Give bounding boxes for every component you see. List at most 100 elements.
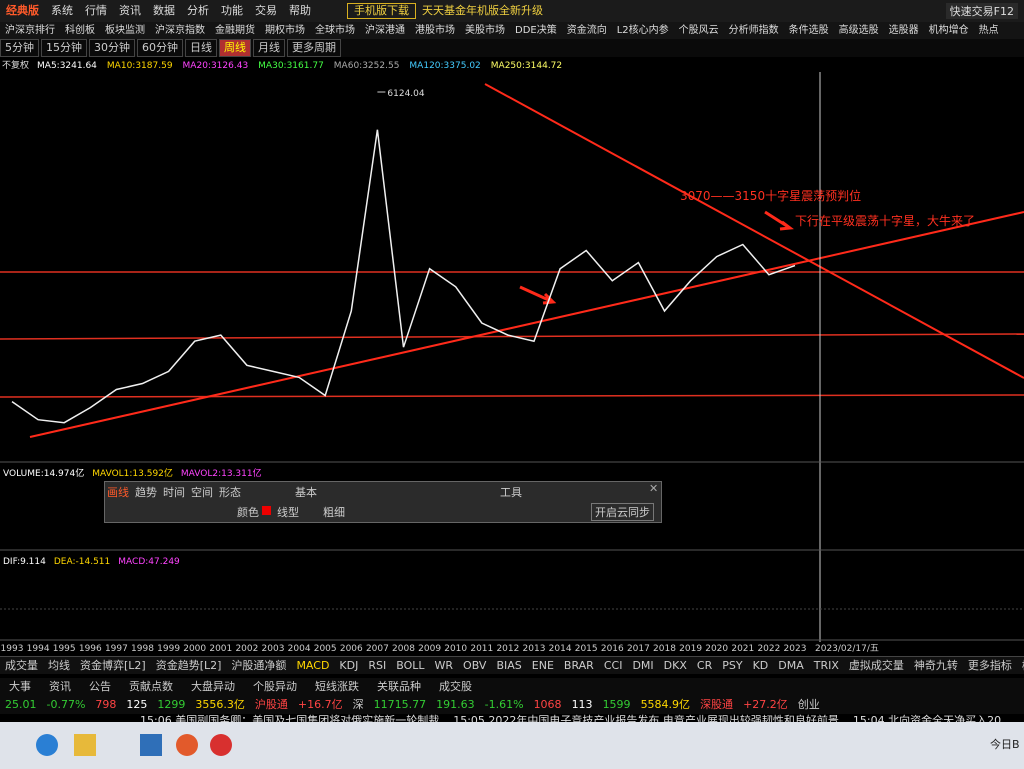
indicator-tab[interactable]: 沪股通净额: [231, 659, 287, 672]
menu-item[interactable]: 行情: [85, 4, 107, 17]
nav-item[interactable]: 全球市场: [315, 25, 355, 36]
menu-item[interactable]: 数据: [153, 4, 175, 17]
menu-item[interactable]: 分析: [187, 4, 209, 17]
indicator-tab[interactable]: DKX: [663, 659, 687, 672]
nav-item[interactable]: 沪深港通: [365, 25, 405, 36]
menu-item[interactable]: 帮助: [289, 4, 311, 17]
period-button[interactable]: 5分钟: [0, 39, 39, 57]
period-button[interactable]: 周线: [219, 39, 251, 57]
nav-item[interactable]: L2核心内参: [616, 25, 669, 36]
toolbox-tab[interactable]: 时间: [163, 486, 185, 499]
indicator-tab[interactable]: RSI: [368, 659, 387, 672]
toolbox-tab[interactable]: 趋势: [135, 486, 157, 499]
promo[interactable]: 天天基金年机版全新升级: [422, 4, 543, 17]
year-label: 2020: [705, 644, 728, 654]
nav-item[interactable]: 高级选股: [838, 25, 879, 36]
year-label: 2013: [523, 644, 546, 654]
period-button[interactable]: 更多周期: [287, 39, 341, 57]
indicator-tab[interactable]: CR: [696, 659, 713, 672]
status-tab[interactable]: 贡献点数: [129, 680, 173, 693]
status-tab[interactable]: 关联品种: [377, 680, 421, 693]
indicator-tab[interactable]: 更多指标: [967, 659, 1012, 672]
nav-item[interactable]: 科创板: [65, 25, 95, 36]
indicator-tab[interactable]: WR: [434, 659, 454, 672]
period-button[interactable]: 月线: [253, 39, 285, 57]
indicator-tab[interactable]: 虚拟成交量: [848, 659, 904, 672]
indicator-tab[interactable]: 资金趋势[L2]: [155, 659, 222, 672]
app-icon[interactable]: [140, 734, 162, 756]
indicator-tab[interactable]: 成交量: [5, 659, 38, 672]
indicator-tab[interactable]: DMA: [778, 659, 804, 672]
linetype-label[interactable]: 线型: [277, 506, 299, 519]
indicator-tab[interactable]: DMI: [632, 659, 654, 672]
app-icon[interactable]: [210, 734, 232, 756]
indicator-tab[interactable]: 资金博弈[L2]: [80, 659, 146, 672]
nav-item[interactable]: 美股市场: [465, 25, 505, 36]
nav-item[interactable]: 期权市场: [265, 25, 305, 36]
period-button[interactable]: 60分钟: [137, 39, 183, 57]
quote: 113: [571, 698, 593, 711]
indicator-tab[interactable]: 神奇九转: [913, 659, 958, 672]
quote: 3556.3亿: [195, 698, 245, 711]
status-tab[interactable]: 资讯: [49, 680, 71, 693]
nav-item[interactable]: 资金流向: [566, 25, 607, 36]
app-icon[interactable]: [176, 734, 198, 756]
toolbox-tab[interactable]: 画线: [107, 486, 129, 499]
app-icon[interactable]: [74, 734, 96, 756]
year-label: 2000: [183, 644, 206, 654]
menu-item[interactable]: 交易: [255, 4, 277, 17]
period-button[interactable]: 日线: [185, 39, 217, 57]
indicator-tab[interactable]: BIAS: [496, 659, 522, 672]
indicator-tab[interactable]: KD: [752, 659, 769, 672]
cloud-sync[interactable]: 开启云同步: [591, 503, 654, 521]
nav-item[interactable]: 沪深京排行: [5, 25, 55, 36]
close-button[interactable]: ✕: [649, 482, 659, 495]
nav-item[interactable]: DDE决策: [515, 25, 557, 36]
nav-item[interactable]: 个股风云: [678, 25, 719, 36]
year-label: 2011: [470, 644, 493, 654]
nav-item[interactable]: 金融期货: [215, 25, 255, 36]
indicator-tab[interactable]: KDJ: [339, 659, 359, 672]
nav-item[interactable]: 热点: [978, 25, 999, 36]
menu-item[interactable]: 功能: [221, 4, 243, 17]
toolbox-tab[interactable]: 空间: [191, 486, 213, 499]
nav-item[interactable]: 分析师指数: [728, 25, 779, 36]
status-tab[interactable]: 公告: [89, 680, 111, 693]
trade-button[interactable]: 快速交易F12: [945, 3, 1018, 19]
logo[interactable]: 经典版: [6, 4, 39, 17]
status-tab[interactable]: 成交股: [439, 680, 472, 693]
period-button[interactable]: 15分钟: [41, 39, 87, 57]
nav-item[interactable]: 选股器: [888, 25, 919, 36]
color-swatch[interactable]: [262, 506, 271, 515]
indicator-tab[interactable]: PSY: [722, 659, 743, 672]
indicator-tab[interactable]: TRIX: [813, 659, 839, 672]
nav-item[interactable]: 沪深京指数: [155, 25, 205, 36]
indicator-tab[interactable]: 模板: [1017, 657, 1024, 674]
indicator-tab[interactable]: BOLL: [396, 659, 425, 672]
nav-item[interactable]: 机构增仓: [928, 25, 969, 36]
nav-item[interactable]: 条件选股: [788, 25, 829, 36]
app-icon[interactable]: [36, 734, 58, 756]
indicator-tab[interactable]: 均线: [48, 659, 70, 672]
legend-value: MAVOL2:13.311亿: [181, 467, 262, 479]
indicator-tab[interactable]: CCI: [603, 659, 623, 672]
status-tab[interactable]: 短线涨跌: [315, 680, 359, 693]
indicator-tab[interactable]: ENE: [531, 659, 554, 672]
menu-item[interactable]: 资讯: [119, 4, 141, 17]
download-button[interactable]: 手机版下载: [347, 3, 416, 19]
nav-item[interactable]: 港股市场: [415, 25, 455, 36]
period-button[interactable]: 30分钟: [89, 39, 135, 57]
status-tab[interactable]: 个股异动: [253, 680, 297, 693]
color-label[interactable]: 颜色: [237, 506, 259, 519]
menu-item[interactable]: 系统: [51, 4, 73, 17]
toolbox-tab[interactable]: 形态: [219, 486, 241, 499]
indicator-tab[interactable]: MACD: [296, 659, 330, 672]
nav-item[interactable]: 板块监测: [105, 25, 145, 36]
status-tab[interactable]: 大事: [9, 680, 31, 693]
status-bar: 大事 资讯 公告 贡献点数 大盘异动 个股异动 短线涨跌 关联品种 成交股 25.01 -0.77%…: [0, 678, 1024, 727]
indicator-tab[interactable]: BRAR: [563, 659, 594, 672]
status-tab[interactable]: 大盘异动: [191, 680, 235, 693]
width-label[interactable]: 粗细: [323, 506, 345, 519]
indicator-tab[interactable]: OBV: [463, 659, 487, 672]
